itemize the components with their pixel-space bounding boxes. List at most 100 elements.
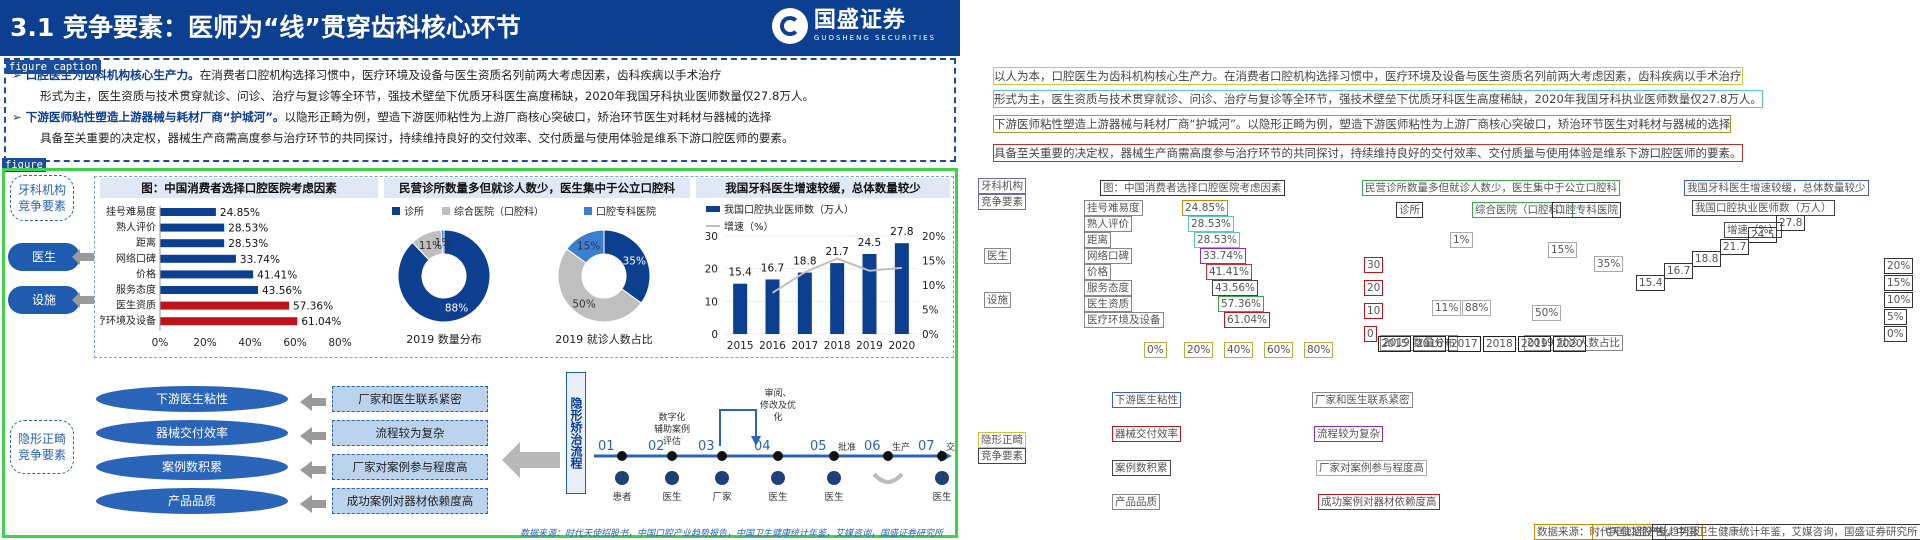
ocr-box: 16.7 — [1664, 263, 1694, 279]
y-tick: 30 — [705, 231, 718, 243]
doctor-node: 医生 — [8, 243, 80, 271]
aligner-icon — [872, 472, 904, 484]
pie-title: 2019 数量分布 — [406, 333, 482, 346]
ocr-box: 30 — [1364, 257, 1384, 273]
x-tick: 40% — [238, 337, 261, 349]
category-label: 网络口碑 — [116, 252, 156, 265]
legend-label: 诊所 — [404, 205, 424, 218]
pie-slice — [557, 248, 642, 323]
legend-swatch — [584, 207, 592, 215]
ocr-box: 服务态度 — [1084, 280, 1132, 296]
process-title: 隐形矫治流程 — [566, 372, 586, 494]
slide-panel: 3.1 竞争要素：医师为“线”贯穿齿科核心环节 国盛证券 GUOSHENG SE… — [0, 0, 960, 540]
legend-label: 口腔专科医院 — [596, 205, 656, 218]
caption-tag: figure caption — [6, 60, 101, 74]
category-label: 距离 — [136, 236, 156, 249]
bar — [733, 283, 748, 334]
bar — [160, 286, 259, 294]
person-icon — [935, 471, 949, 485]
ocr-box: 医疗环境及设备 — [1084, 312, 1164, 328]
ocr-box: 61.04% — [1224, 312, 1271, 328]
logo-name: 国盛证券 — [813, 8, 906, 33]
growth-line — [771, 257, 902, 294]
ocr-box: 竞争要素 — [978, 194, 1026, 210]
ocr-box: 综合医院（口腔科） — [1472, 202, 1573, 218]
ocr-box: 隐形正畸 — [978, 432, 1026, 448]
y2-tick: 0% — [922, 329, 939, 341]
slice-label: 1% — [435, 237, 452, 249]
ocr-box: 60% — [1264, 342, 1294, 358]
ocr-box: 我国口腔执业医师数（万人） — [1692, 200, 1835, 216]
ocr-box: 熟人评价 — [1084, 216, 1132, 232]
ortho-factor: 案例数积累 — [96, 454, 288, 480]
pie-slice — [603, 229, 651, 304]
paragraph-1: ➢ 口腔医生为齿科机构核心生产力。在消费者口腔机构选择习惯中，医疗环境及设备与医生… — [12, 65, 942, 86]
chart-consumer-factors: 挂号难易度 24.85% 熟人评价 28.53% 距离 28.53% 网络口碑 33.74% 价… — [100, 205, 352, 349]
step-number: 03 — [698, 439, 715, 454]
charts-frame — [94, 176, 954, 358]
ocr-box: 牙科机构 — [978, 178, 1026, 194]
para-2-lead: 下游医师粘性塑造上游器械与耗材厂商“护城河”。 — [25, 110, 285, 124]
ocr-box: 28.53% — [1194, 232, 1241, 248]
step-dot — [883, 451, 893, 461]
chart-dentists: 我国口腔执业医师数（万人） 增速（%） 0 10 20 30 0% 5% 10% 15% 20% 15… — [705, 203, 946, 352]
ocr-box: 50% — [1532, 305, 1562, 321]
x-tick: 80% — [328, 337, 351, 349]
ocr-box: 器械交付效率 — [1112, 426, 1181, 442]
x-tick: 2019 — [856, 340, 883, 352]
loop-arrow-icon — [751, 436, 761, 446]
category-label: 价格 — [136, 267, 156, 280]
step-number: 05 — [810, 439, 827, 454]
ocr-box: 88% — [1462, 300, 1492, 316]
chart-2-title: 民营诊所数量多但就诊人数少，医生集中于公立口腔科 — [384, 178, 690, 198]
ocr-box: 24.85% — [1182, 200, 1229, 216]
value-label: 27.8 — [890, 226, 913, 238]
ocr-box: 厂家对案例参与程度高 — [1316, 460, 1427, 476]
ocr-line-4: 具备至关重要的决定权，器械生产商需高度参与治疗环节的共同探讨，持续维持良好的交付… — [993, 144, 1743, 162]
value-label: 24.5 — [858, 237, 881, 249]
bar — [862, 253, 877, 334]
header-bar: 3.1 竞争要素：医师为“线”贯穿齿科核心环节 国盛证券 GUOSHENG SE… — [0, 0, 960, 56]
value-label: 43.56% — [262, 285, 302, 297]
ocr-box: 43.56% — [1212, 280, 1259, 296]
value-label: 15.4 — [728, 267, 752, 279]
category-label: 医疗环境及设备 — [100, 314, 156, 327]
loop-arrow — [719, 409, 757, 446]
ocr-box: 24.5 — [1748, 227, 1778, 243]
ocr-box: 成功案例对器材依赖度高 — [1318, 494, 1440, 510]
caption-box: figure caption ➢ 口腔医生为齿科机构核心生产力。在消费者口腔机构选… — [4, 58, 956, 162]
ocr-box: 5% — [1884, 309, 1907, 325]
pie-title: 2019 就诊人数占比 — [555, 332, 653, 346]
pie-slice — [566, 229, 605, 264]
y-tick: 0 — [711, 329, 718, 341]
ocr-box: 21.7 — [1720, 239, 1750, 255]
ocr-box: 2019 数量分布 — [1380, 335, 1459, 351]
ortho-detail: 厂家对案例参与程度高 — [332, 454, 488, 480]
ocr-box: 竞争要素 — [978, 448, 1026, 464]
ocr-box: 80% — [1304, 342, 1334, 358]
step-number: 02 — [648, 439, 665, 454]
ocr-line-3: 下游医师粘性塑造上游器械与耗材厂商“护城河”。以隐形正畸为例，塑造下游医师粘性为… — [992, 115, 1732, 133]
ocr-box: 0% — [1144, 342, 1167, 358]
step-number: 06 — [864, 439, 881, 454]
step-number: 07 — [918, 439, 935, 454]
ocr-box: 57.36% — [1218, 296, 1265, 312]
legend-label: 增速（%） — [724, 220, 774, 233]
value-label: 16.7 — [761, 262, 784, 274]
equipment-node: 设施 — [8, 286, 80, 314]
ocr-box: 民营诊所数量多但就诊人数少，医生集中于公立口腔科 — [1362, 180, 1620, 196]
value-label: 18.8 — [793, 256, 816, 268]
annotation-panel: 以人为本，口腔医生为齿科机构核心生产力。在消费者口腔机构选择习惯中，医疗环境及设… — [972, 0, 1920, 540]
category-label: 熟人评价 — [116, 221, 156, 234]
ortho-detail: 流程较为复杂 — [332, 420, 488, 446]
step-number: 04 — [754, 439, 771, 454]
person-icon — [665, 471, 679, 485]
paragraph-1-cont: 形式为主，医生资质与技术贯穿就诊、问诊、治疗与复诊等全环节，强技术壁垒下优质牙科… — [40, 89, 815, 103]
bar — [160, 239, 225, 248]
ocr-box: 设施 — [984, 292, 1011, 308]
value-label: 41.41% — [257, 269, 297, 281]
step-text: 审阅、 — [764, 387, 791, 399]
logo-subtitle: GUOSHENG SECURITIES — [813, 34, 936, 42]
category-label: 医生资质 — [116, 299, 156, 312]
y-tick: 20 — [705, 264, 718, 276]
